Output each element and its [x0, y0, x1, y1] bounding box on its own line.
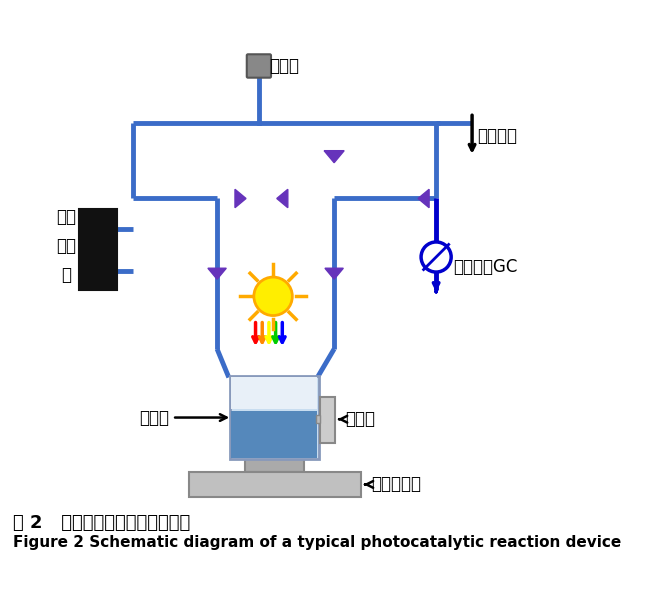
Circle shape	[254, 277, 292, 316]
Circle shape	[421, 242, 451, 272]
Text: 真空计: 真空计	[269, 56, 299, 75]
Text: Figure 2 Schematic diagram of a typical photocatalytic reaction device: Figure 2 Schematic diagram of a typical …	[13, 536, 622, 550]
Text: 接真空泵: 接真空泵	[477, 127, 517, 145]
FancyBboxPatch shape	[230, 376, 319, 459]
Text: 反应器: 反应器	[139, 408, 226, 427]
Bar	[231, 378, 317, 409]
Polygon shape	[235, 189, 246, 208]
Text: 气相色谱GC: 气相色谱GC	[453, 258, 517, 276]
Text: 图 2   典型光催化反应装置示意图: 图 2 典型光催化反应装置示意图	[13, 514, 191, 532]
Bar	[320, 397, 335, 442]
Bar	[316, 415, 320, 424]
Bar	[189, 472, 361, 497]
Bar	[231, 411, 317, 458]
Polygon shape	[208, 268, 226, 279]
Text: 磁力搅拌器: 磁力搅拌器	[365, 476, 421, 493]
Polygon shape	[418, 189, 429, 208]
Polygon shape	[325, 268, 343, 279]
Bar	[79, 208, 117, 290]
Polygon shape	[277, 189, 288, 208]
Polygon shape	[324, 151, 344, 163]
FancyBboxPatch shape	[247, 55, 271, 78]
Bar	[244, 459, 304, 472]
Text: 冷凝器: 冷凝器	[339, 410, 375, 428]
Text: 气体
循环
泵: 气体 循环 泵	[56, 208, 76, 284]
